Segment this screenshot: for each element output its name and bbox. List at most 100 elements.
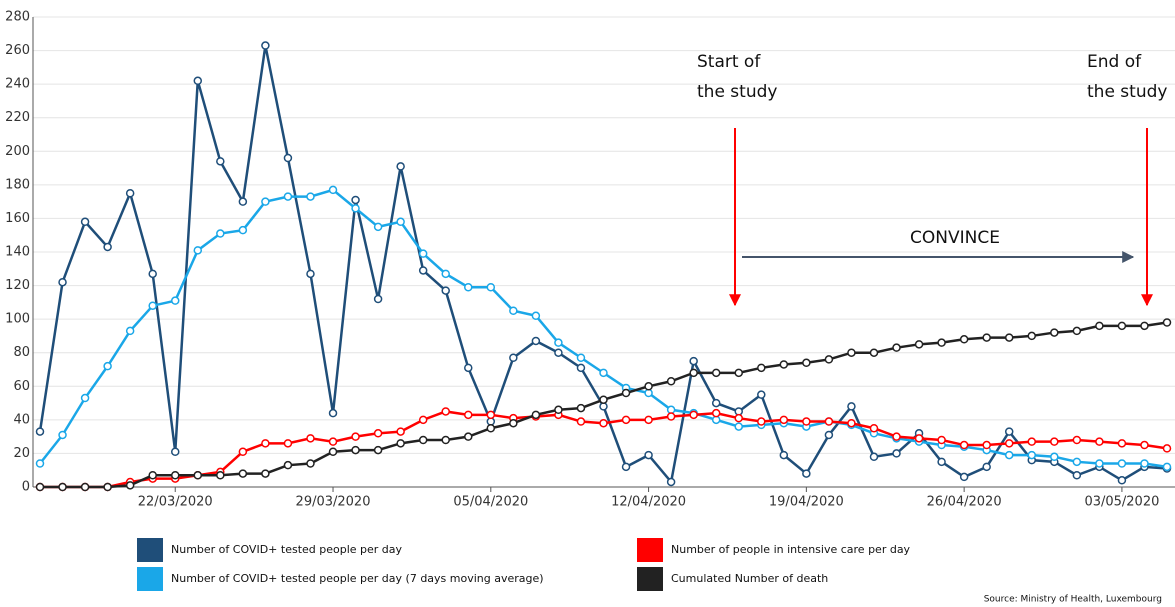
point (554, 405, 563, 415)
point (58, 482, 67, 492)
source: Source: Ministry of Health, Luxembourg (984, 595, 1162, 605)
point (1072, 326, 1082, 336)
point (802, 417, 811, 426)
point (418, 435, 428, 445)
point (148, 269, 157, 279)
point (802, 469, 811, 478)
point (1027, 331, 1037, 341)
point (824, 355, 834, 364)
x-tick-label: 22/03/2020 (138, 495, 213, 510)
point (666, 412, 676, 421)
point (58, 430, 67, 440)
point (666, 477, 676, 487)
point (396, 439, 405, 448)
legend-label: Cumulated Number of death (671, 572, 828, 585)
y-tick-label: 100 (5, 312, 30, 327)
point (193, 471, 203, 480)
point (1162, 462, 1172, 472)
y-tick-label: 120 (5, 278, 30, 293)
point (757, 390, 766, 399)
point (509, 353, 518, 362)
point (441, 269, 450, 279)
y-tick-label: 20 (13, 446, 30, 461)
point (982, 440, 991, 450)
point (644, 450, 653, 460)
point (216, 157, 225, 166)
point (599, 368, 608, 378)
point (216, 229, 225, 238)
point (734, 422, 743, 431)
point (914, 434, 924, 443)
point (892, 343, 901, 352)
point (847, 402, 856, 411)
point (373, 445, 383, 455)
point (306, 269, 315, 279)
point (869, 452, 879, 462)
point (554, 338, 563, 347)
point (170, 296, 180, 305)
y-tick-label: 260 (5, 43, 30, 58)
y-tick-label: 180 (5, 177, 30, 192)
point (103, 361, 112, 371)
point (373, 222, 383, 232)
point (824, 430, 834, 440)
point (734, 368, 743, 378)
x-tick-label: 12/04/2020 (611, 495, 686, 510)
point (1050, 452, 1059, 462)
point (103, 482, 112, 492)
point (486, 417, 496, 426)
point (711, 368, 721, 378)
point (125, 326, 135, 336)
point (959, 335, 969, 344)
point (937, 435, 946, 445)
point (1117, 476, 1127, 485)
point (711, 415, 721, 425)
point (486, 410, 496, 420)
point (689, 410, 698, 420)
point (959, 472, 969, 482)
point (351, 432, 360, 441)
point (238, 469, 248, 478)
point (892, 432, 901, 441)
point (486, 424, 496, 433)
point (328, 437, 338, 446)
point (103, 242, 112, 252)
point (170, 471, 180, 480)
point (261, 197, 270, 206)
point (802, 358, 811, 368)
point (464, 283, 473, 292)
point (418, 249, 428, 258)
y-tick-label: 200 (5, 144, 30, 159)
point (509, 418, 518, 428)
point (554, 348, 563, 357)
point (644, 388, 653, 398)
point (576, 363, 586, 373)
point (125, 189, 135, 198)
x-tick-label: 03/05/2020 (1084, 495, 1159, 510)
point (757, 363, 766, 373)
point (1095, 437, 1104, 446)
point (1072, 457, 1082, 467)
y-tick-label: 240 (5, 77, 30, 92)
point (418, 415, 428, 425)
point (35, 459, 45, 468)
point (982, 333, 991, 342)
point (734, 413, 743, 423)
x-tick-label: 26/04/2020 (927, 495, 1002, 510)
point (351, 445, 360, 455)
point (644, 382, 653, 391)
point (847, 348, 856, 357)
point (779, 415, 789, 425)
point (1140, 459, 1149, 468)
point (148, 471, 157, 480)
point (148, 301, 157, 310)
point (1117, 439, 1127, 448)
point (261, 469, 270, 478)
point (1004, 427, 1014, 436)
point (351, 195, 360, 205)
point (509, 306, 518, 315)
plot (35, 41, 1172, 492)
y-tick-label: 40 (13, 412, 30, 427)
point (666, 405, 676, 415)
